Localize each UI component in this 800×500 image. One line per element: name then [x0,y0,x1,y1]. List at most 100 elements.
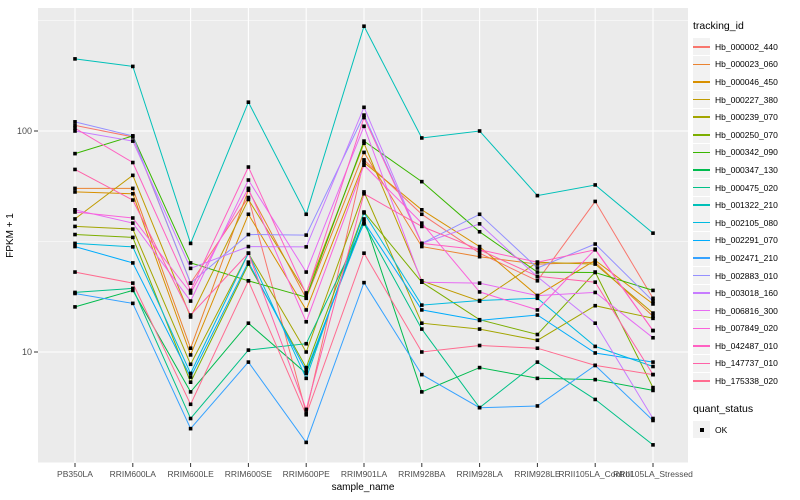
data-point [246,278,251,283]
data-point [651,316,655,321]
data-point [246,195,251,200]
data-point [535,360,540,364]
data-point [651,360,655,364]
data-point [304,365,308,370]
x-axis-tick-label: RRII105LA_Stressed [613,469,693,479]
data-point [362,251,366,255]
data-point [304,350,308,354]
data-point [188,426,193,431]
legend-line-swatch [693,38,710,56]
data-point [593,377,597,382]
data-point [477,365,482,370]
legend-line-swatch [693,161,710,179]
data-point [593,397,597,402]
legend-item-Hb_000347_130: Hb_000347_130 [693,161,799,179]
legend-point-swatch [693,421,710,439]
data-point [73,126,77,130]
data-point [477,343,482,348]
data-point [304,371,308,376]
legend-item-Hb_002105_080: Hb_002105_080 [693,214,799,232]
data-point [535,296,540,301]
data-point [593,290,597,295]
data-point [535,278,540,283]
x-axis-title: sample_name [332,482,395,493]
data-point [246,232,251,237]
legend-line-swatch [693,302,710,320]
data-point [477,290,482,294]
data-point [362,141,366,146]
legend-item-label: Hb_000342_090 [715,147,778,158]
data-point [188,291,193,295]
data-point [188,371,193,376]
legend-line-swatch [693,284,710,302]
legend-item-Hb_000475_020: Hb_000475_020 [693,179,799,197]
data-point [73,190,77,194]
legend-item-Hb_000239_070: Hb_000239_070 [693,108,799,126]
data-point [73,186,77,191]
data-point [131,216,135,220]
data-point [304,245,308,249]
data-point [188,288,193,293]
data-point [131,286,135,291]
legend-item-quant-OK: OK [693,421,799,439]
data-point [73,270,77,274]
data-point [188,375,193,379]
legend-line-swatch [693,143,710,161]
data-point [593,242,597,246]
data-point [304,292,308,296]
data-point [131,186,135,191]
data-point [477,129,482,133]
data-point [362,211,366,215]
x-axis-tick-label: PB350LA [57,469,93,479]
legend-title-tracking-id: tracking_id [693,20,744,32]
data-point [304,270,308,274]
legend-item-Hb_000250_070: Hb_000250_070 [693,126,799,144]
data-point [420,179,424,184]
data-point [362,24,366,28]
y-axis-tick-label: 100 [17,126,32,136]
data-point [420,221,424,225]
data-point [593,260,597,264]
legend-item-label: Hb_175338_020 [715,376,778,387]
data-point [131,281,135,285]
data-point [131,160,135,165]
data-point [131,235,135,240]
legend-item-label: Hb_002105_080 [715,217,778,228]
data-point [651,328,655,333]
data-point [188,281,193,285]
legend-item-Hb_000046_450: Hb_000046_450 [693,73,799,91]
legend-item-label: Hb_042487_010 [715,340,778,351]
legend: tracking_id Hb_000002_440 Hb_000023_060 Hb… [693,20,799,439]
data-point [362,191,366,196]
data-point [73,217,77,221]
data-point [535,404,540,408]
data-point [246,197,251,202]
legend-line-swatch [693,126,710,144]
legend-item-label: Hb_000239_070 [715,112,778,123]
x-axis-tick-label: RRII105LA_Control [558,469,632,479]
data-point [188,315,193,319]
legend-line-swatch [693,196,710,214]
legend-line-swatch [693,267,710,285]
data-point [651,231,655,235]
data-point [131,139,135,143]
data-point [420,207,424,212]
legend-line-swatch [693,372,710,390]
data-point [73,151,77,156]
legend-line-swatch [693,231,710,249]
legend-item-label: Hb_000475_020 [715,182,778,193]
data-point [420,244,424,249]
data-point [420,241,424,246]
legend-shape-items: OK [693,421,799,439]
legend-item-label: OK [715,424,728,435]
legend-item-Hb_000227_380: Hb_000227_380 [693,91,799,109]
y-axis-title: FPKM + 1 [5,213,16,258]
data-point [651,416,655,421]
data-point [304,308,308,312]
legend-line-swatch [693,55,710,73]
legend-item-Hb_001322_210: Hb_001322_210 [693,196,799,214]
data-point [362,190,366,194]
legend-item-label: Hb_007849_020 [715,323,778,334]
data-point [304,407,308,412]
